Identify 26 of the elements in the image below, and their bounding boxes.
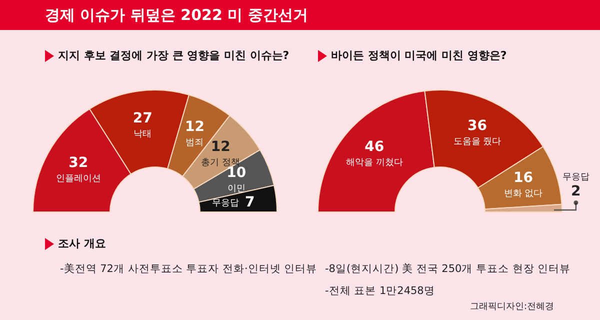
text: -전체 표본 1만2458명 [325, 284, 435, 298]
data-label: 46 [364, 139, 384, 156]
chart-subtitle: 지지 후보 결정에 가장 큰 영향을 미친 이슈는? [58, 48, 290, 63]
chart-subtitle: 바이든 정책이 미국에 미친 영향은? [331, 48, 507, 63]
data-label: 32 [68, 154, 88, 171]
slice-label: 도움을 줬다 [453, 136, 502, 147]
data-label: 27 [132, 110, 152, 126]
text: 조사 개요 [58, 236, 106, 251]
chart-title: 경제 이슈가 뒤덮은 2022 미 중간선거 [45, 6, 308, 24]
slice-label: 범죄 [186, 138, 204, 148]
data-label: 36 [468, 118, 487, 134]
text: -美전역 72개 사전투표소 투표자 전화·인터넷 인터뷰 [60, 262, 318, 276]
slice-label: 변화 없다 [504, 188, 543, 199]
slice-label: 무응답 [562, 172, 590, 183]
slice-label: 인플레이션 [56, 174, 101, 184]
text: -8일(현지시간) 美 전국 250개 투표소 현장 인터뷰 [325, 262, 571, 276]
slice-label: 해악을 끼쳤다 [346, 158, 403, 168]
text: 그래픽디자인:전혜경 [470, 301, 554, 313]
data-label: 12 [184, 119, 204, 136]
slice-label: 무응답 [212, 198, 239, 208]
data-label: 12 [210, 139, 230, 156]
slice-label: 낙태 [134, 129, 152, 140]
slice-label: 이민 [227, 184, 246, 194]
data-label: 16 [513, 170, 533, 186]
data-label: 2 [571, 184, 581, 200]
data-label: 7 [244, 194, 255, 210]
